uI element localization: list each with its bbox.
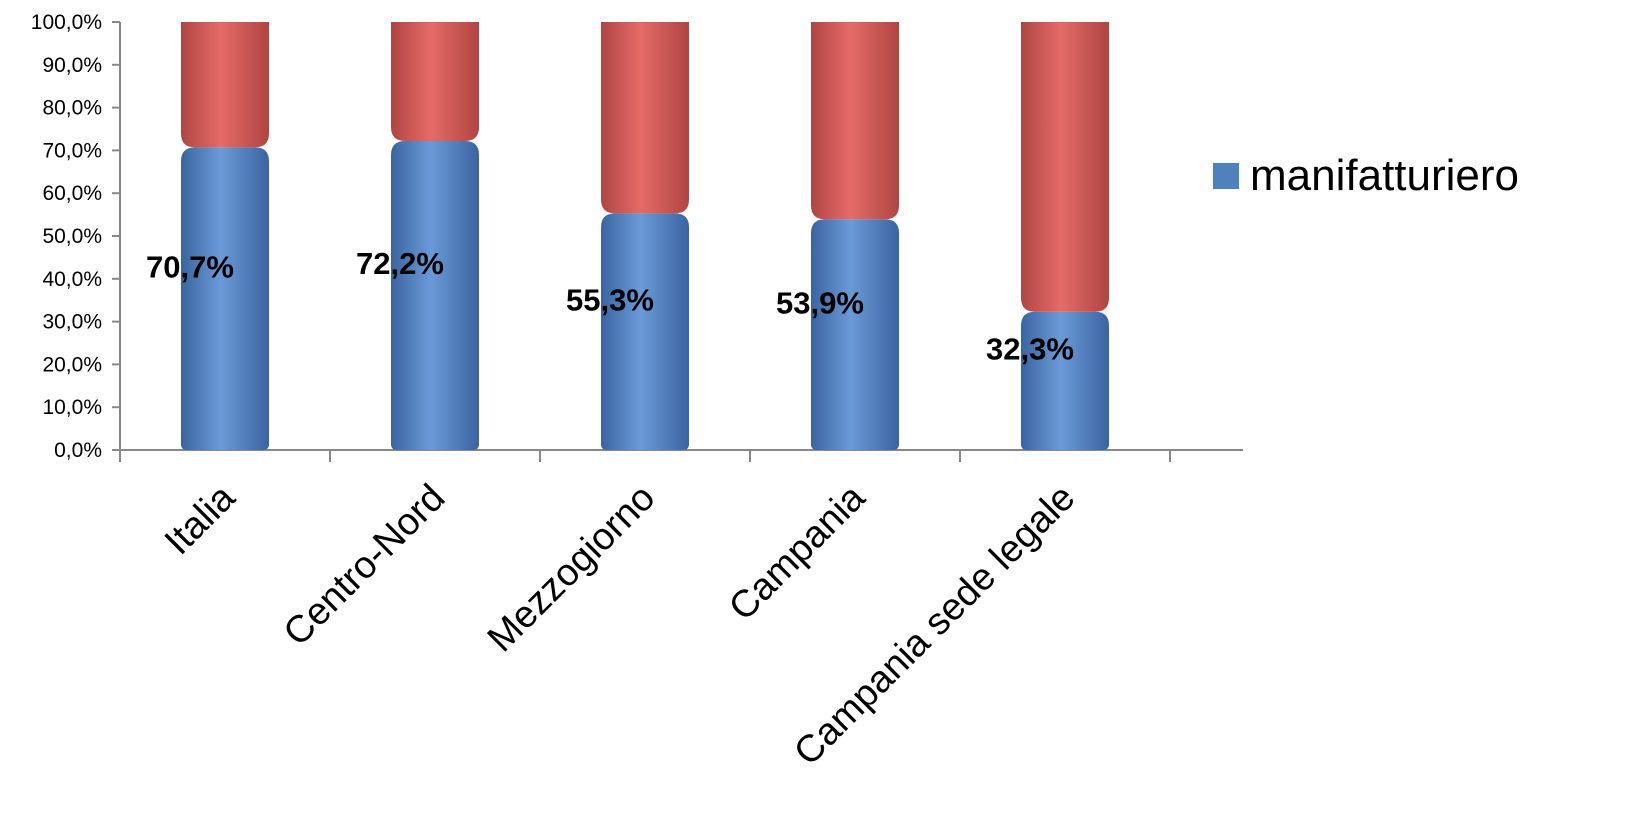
x-tick-label: Mezzogiorno	[480, 477, 664, 661]
x-tick-label: Campania	[721, 476, 874, 629]
bar-segment	[391, 22, 479, 141]
legend-swatch	[1213, 163, 1239, 189]
x-tick-label: Centro-Nord	[276, 477, 454, 655]
y-tick-label: 0,0%	[54, 439, 102, 462]
x-tick-label: Italia	[157, 476, 244, 563]
bar-segment	[601, 22, 689, 214]
data-label: 55,3%	[566, 282, 654, 317]
bar-segment	[1021, 311, 1109, 450]
data-label: 70,7%	[146, 249, 234, 284]
bars	[181, 22, 1109, 451]
y-tick-label: 20,0%	[42, 353, 102, 376]
y-tick-label: 50,0%	[42, 225, 102, 248]
y-tick-label: 30,0%	[42, 311, 102, 334]
y-tick-label: 70,0%	[42, 139, 102, 162]
y-tick-label: 80,0%	[42, 97, 102, 120]
legend-label: manifatturiero	[1250, 151, 1519, 200]
y-tick-label: 40,0%	[42, 268, 102, 291]
y-tick-label: 100,0%	[31, 11, 102, 34]
bar-segment	[181, 22, 269, 148]
data-label: 32,3%	[986, 331, 1074, 366]
bar-segment	[601, 213, 689, 450]
y-tick-label: 10,0%	[42, 396, 102, 419]
bar-segment	[181, 147, 269, 451]
bar-segment	[1021, 22, 1109, 312]
data-label: 53,9%	[776, 285, 864, 320]
legend: manifatturiero	[1213, 151, 1519, 200]
data-labels: 70,7% 72,2% 55,3% 53,9% 32,3%	[146, 246, 1074, 366]
bar-segment	[811, 22, 899, 220]
data-label: 72,2%	[356, 246, 444, 281]
bar-segment	[811, 219, 899, 450]
y-tick-label: 90,0%	[42, 54, 102, 77]
y-tick-label: 60,0%	[42, 182, 102, 205]
bar-segment	[391, 140, 479, 450]
